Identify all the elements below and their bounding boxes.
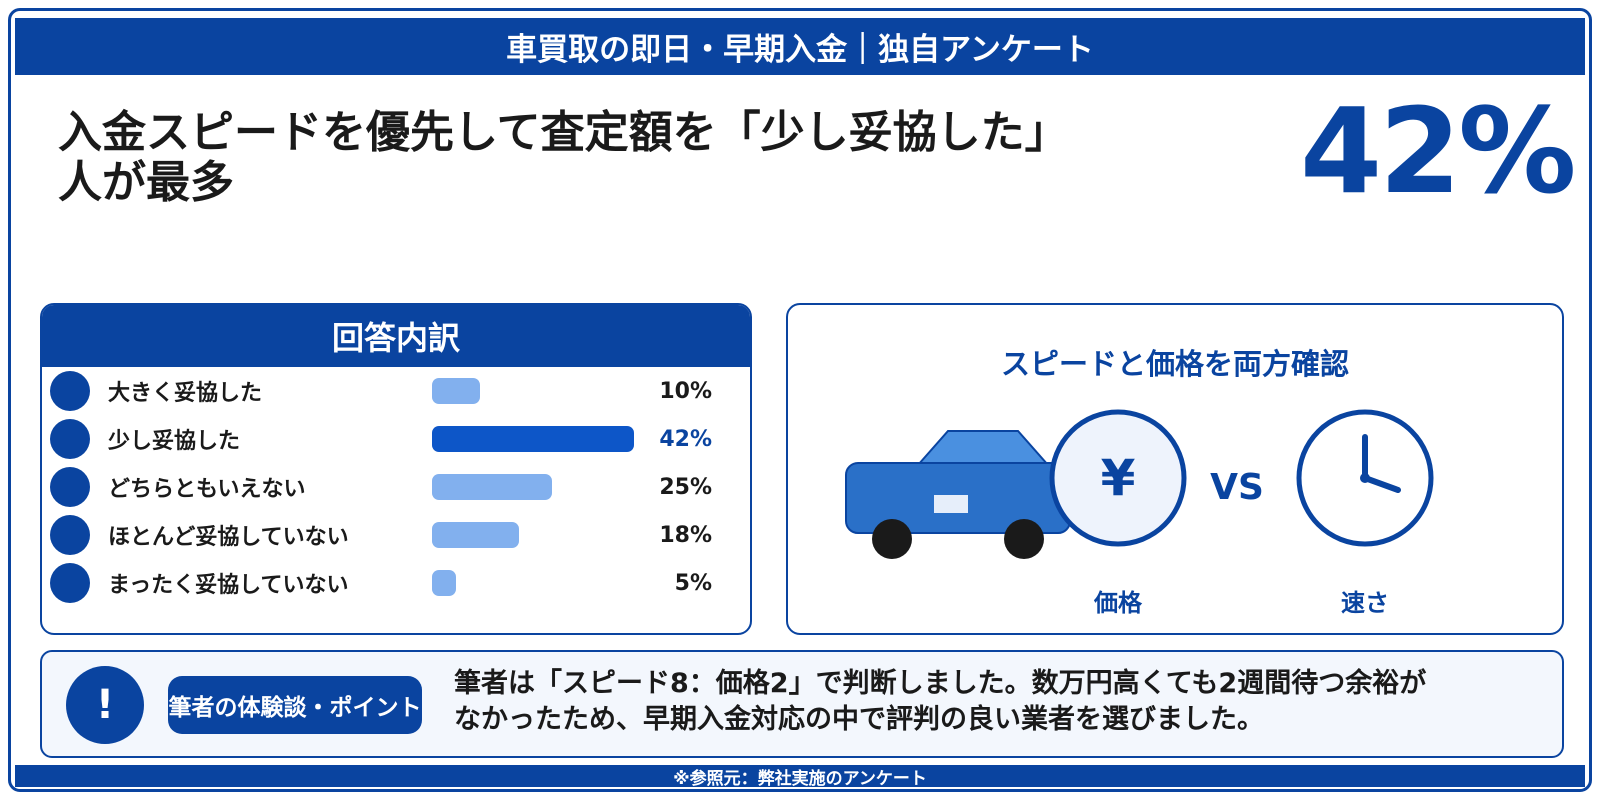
note-text-line-1: 筆者は「スピード8：価格2」で判断しました。数万円高くても2週間待つ余裕が [454, 668, 1427, 699]
comparison-illustration: ¥ VS [845, 409, 1434, 559]
note-text-line-2: なかったため、早期入金対応の中で評判の良い業者を選びました。 [454, 704, 1264, 735]
exclamation-icon: ! [66, 666, 144, 744]
category-label: まったく妥協していない [108, 573, 349, 598]
value-label: 42% [659, 426, 712, 452]
car-wheel [1004, 519, 1044, 559]
yen-symbol: ¥ [1101, 449, 1136, 507]
top-banner: 車買取の即日・早期入金｜独自アンケート [15, 18, 1585, 75]
bar [432, 426, 634, 452]
bar [432, 474, 553, 500]
comparison-panel: スピードと価格を両方確認 ¥ VS 価格 速さ [786, 303, 1564, 635]
bar [432, 522, 519, 548]
chart-row: どちらともいえない 25% [42, 463, 750, 511]
bar [432, 378, 481, 404]
headline: 入金スピードを優先して査定額を「少し妥協した」 人が最多 [58, 108, 1198, 208]
chart-row: 少し妥協した 42% [42, 415, 750, 463]
headline-line-2: 人が最多 [58, 157, 234, 208]
bullet-dot [50, 467, 90, 507]
chart-row: 大きく妥協した 10% [42, 367, 750, 415]
note-text: 筆者は「スピード8：価格2」で判断しました。数万円高くても2週間待つ余裕が なか… [454, 666, 1544, 738]
price-label: 価格 [1094, 589, 1142, 617]
author-note-panel: ! 筆者の体験談・ポイント 筆者は「スピード8：価格2」で判断しました。数万円高… [40, 650, 1564, 758]
bullet-dot [50, 515, 90, 555]
breakdown-title: 回答内訳 [331, 319, 460, 357]
category-label: どちらともいえない [108, 477, 306, 502]
category-label: ほとんど妥協していない [108, 525, 349, 550]
clock-minute-hand [1362, 475, 1401, 493]
car-window [934, 495, 968, 513]
note-tag: 筆者の体験談・ポイント [168, 676, 422, 734]
value-label: 25% [659, 474, 712, 500]
chart-row: まったく妥協していない 5% [42, 559, 750, 607]
bullet-dot [50, 371, 90, 411]
clock-center [1360, 473, 1370, 483]
breakdown-header: 回答内訳 [42, 305, 750, 367]
vs-label: VS [1210, 467, 1264, 508]
category-label: 大きく妥協した [108, 381, 263, 406]
comparison-title: スピードと価格を両方確認 [1000, 347, 1349, 381]
chart-row: ほとんど妥協していない 18% [42, 511, 750, 559]
breakdown-panel: 回答内訳 大きく妥協した 10% 少し妥協した 42% どちらともいえない 25… [40, 303, 752, 635]
car-roof [915, 430, 1051, 466]
clock-icon [1296, 409, 1434, 547]
category-label: 少し妥協した [108, 429, 241, 454]
yen-circle [1049, 409, 1187, 547]
banner-title: 車買取の即日・早期入金｜独自アンケート [506, 32, 1094, 68]
car-icon [845, 430, 1071, 559]
car-wheel [872, 519, 912, 559]
speed-label: 速さ [1341, 589, 1389, 617]
bar [432, 570, 457, 596]
value-label: 10% [659, 378, 712, 404]
value-label: 5% [674, 570, 712, 596]
value-label: 18% [659, 522, 712, 548]
highlight-percent: 42% [1300, 82, 1576, 220]
source-footer: ※参照元：弊社実施のアンケート [15, 765, 1585, 789]
headline-line-1: 入金スピードを優先して査定額を「少し妥協した」 [58, 107, 1069, 158]
bullet-dot [50, 563, 90, 603]
yen-icon: ¥ [1049, 409, 1187, 547]
source-text: ※参照元：弊社実施のアンケート [673, 768, 927, 789]
bullet-dot [50, 419, 90, 459]
